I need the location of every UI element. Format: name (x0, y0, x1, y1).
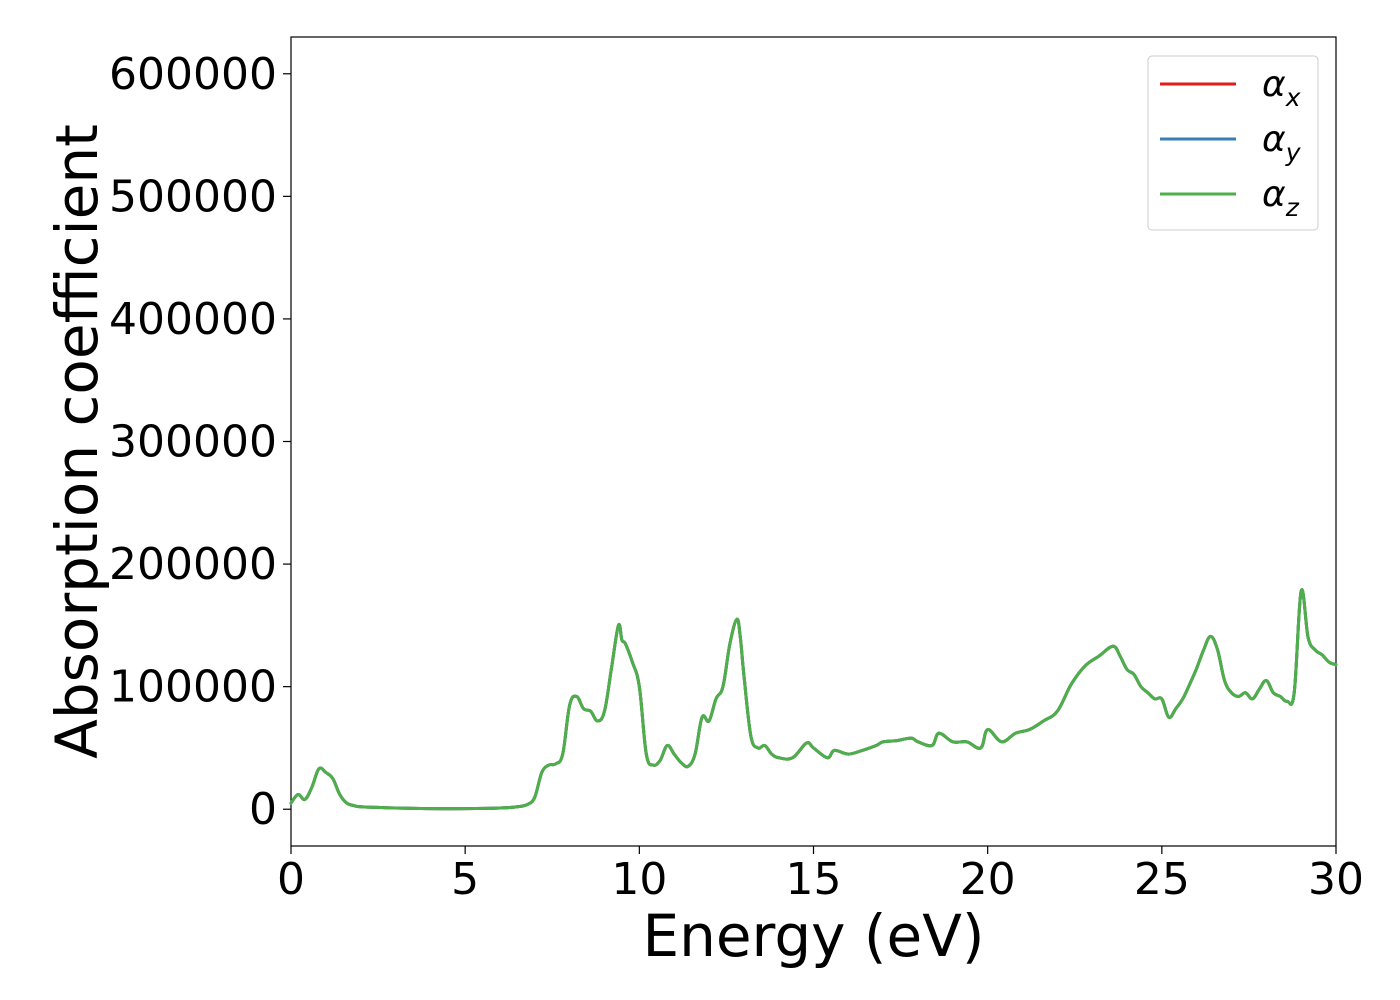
legend-label-x: αx (1262, 64, 1301, 112)
x-tick-label: 25 (1134, 854, 1190, 905)
y-axis-ticks: 0 100000 200000 300000 400000 500000 600000 (109, 49, 291, 835)
legend-label-subscript: y (1285, 138, 1302, 167)
y-tick-label: 400000 (109, 294, 277, 345)
y-tick-label: 500000 (109, 171, 277, 222)
legend-item-z: αz (1160, 174, 1300, 222)
y-tick-label: 300000 (109, 417, 277, 468)
x-tick-label: 30 (1308, 854, 1364, 905)
legend-item-y: αy (1160, 119, 1302, 167)
series-line-z (289, 588, 1338, 811)
legend-item-x: αx (1160, 64, 1301, 112)
legend-label-base: α (1262, 64, 1286, 105)
x-tick-label: 20 (960, 854, 1016, 905)
legend-label-base: α (1262, 174, 1286, 215)
legend-label-subscript: z (1285, 193, 1300, 222)
x-tick-label: 0 (277, 854, 305, 905)
x-tick-label: 10 (611, 854, 667, 905)
y-tick-label: 100000 (109, 662, 277, 713)
y-axis-title: Absorption coefficient (43, 124, 111, 759)
x-tick-label: 5 (451, 854, 479, 905)
y-tick-label: 0 (249, 784, 277, 835)
legend-box (1147, 55, 1319, 231)
series-layer (289, 588, 1338, 811)
legend-label-y: αy (1262, 119, 1302, 167)
x-tick-label: 15 (786, 854, 842, 905)
legend-label-subscript: x (1285, 83, 1301, 112)
x-axis-ticks: 0 5 10 15 20 25 30 (277, 846, 1364, 905)
y-tick-label: 200000 (109, 539, 277, 590)
legend-label-z: αz (1262, 174, 1300, 222)
x-axis-title: Energy (eV) (642, 902, 984, 970)
legend-label-base: α (1262, 119, 1286, 160)
y-tick-label: 600000 (109, 49, 277, 100)
